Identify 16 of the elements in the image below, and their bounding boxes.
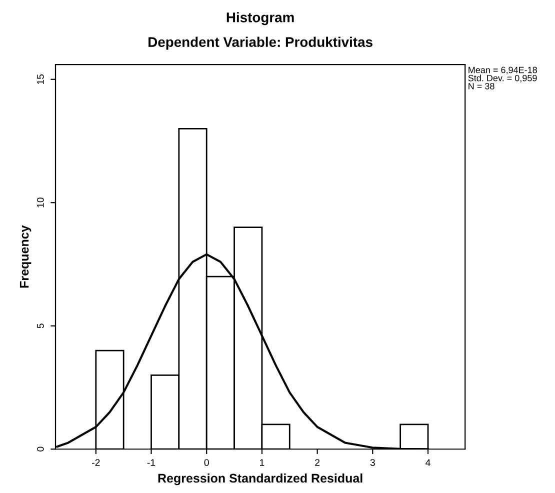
x-tick-label: -2 bbox=[92, 459, 100, 466]
y-axis-title: Frequency bbox=[20, 225, 32, 288]
x-tick-label: 4 bbox=[426, 459, 430, 466]
x-tick-label: -1 bbox=[147, 459, 156, 466]
x-axis-title: Regression Standardized Residual bbox=[158, 473, 362, 486]
x-tick-label: 0 bbox=[204, 459, 209, 466]
y-tick-label: 10 bbox=[36, 198, 44, 208]
x-tick-label: 3 bbox=[370, 459, 375, 466]
y-tick-label: 5 bbox=[37, 324, 44, 328]
chart-subtitle: Dependent Variable: Produktivitas bbox=[148, 36, 372, 50]
text: Mean = 6,94E-18 Std. Dev. = 0,959 N = 38 bbox=[468, 66, 537, 90]
y-tick-label: 0 bbox=[36, 446, 44, 452]
x-tick-label: 1 bbox=[260, 459, 264, 466]
y-tick-label: 15 bbox=[37, 74, 44, 84]
x-tick-label: 2 bbox=[315, 459, 320, 466]
chart-title: Histogram bbox=[226, 12, 294, 26]
